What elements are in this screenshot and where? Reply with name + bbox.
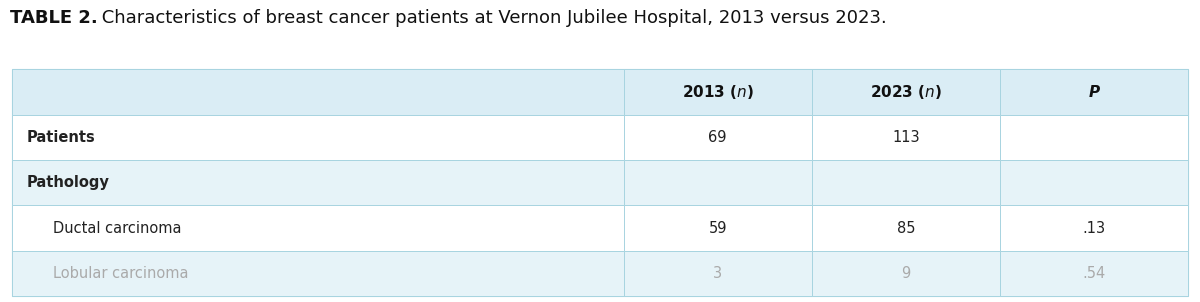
FancyBboxPatch shape [12, 69, 1188, 296]
Text: .13: .13 [1082, 220, 1105, 236]
FancyBboxPatch shape [811, 205, 1000, 251]
FancyBboxPatch shape [1000, 205, 1188, 251]
Text: 85: 85 [896, 220, 916, 236]
Text: .54: .54 [1082, 266, 1105, 281]
Text: Patients: Patients [26, 130, 95, 145]
FancyBboxPatch shape [12, 69, 624, 115]
FancyBboxPatch shape [624, 115, 811, 160]
Text: P: P [1088, 85, 1099, 100]
Text: 2023 ($\it{n}$): 2023 ($\it{n}$) [870, 83, 942, 101]
FancyBboxPatch shape [1000, 69, 1188, 115]
FancyBboxPatch shape [624, 205, 811, 251]
Text: 59: 59 [708, 220, 727, 236]
FancyBboxPatch shape [12, 205, 624, 251]
FancyBboxPatch shape [811, 251, 1000, 296]
FancyBboxPatch shape [12, 115, 624, 160]
FancyBboxPatch shape [12, 251, 624, 296]
Text: Ductal carcinoma: Ductal carcinoma [53, 220, 181, 236]
FancyBboxPatch shape [624, 160, 811, 205]
FancyBboxPatch shape [12, 160, 624, 205]
FancyBboxPatch shape [811, 160, 1000, 205]
Text: 113: 113 [892, 130, 919, 145]
Text: 3: 3 [713, 266, 722, 281]
FancyBboxPatch shape [624, 251, 811, 296]
Text: 69: 69 [708, 130, 727, 145]
Text: Pathology: Pathology [26, 175, 109, 190]
FancyBboxPatch shape [1000, 251, 1188, 296]
FancyBboxPatch shape [1000, 115, 1188, 160]
FancyBboxPatch shape [1000, 160, 1188, 205]
Text: Characteristics of breast cancer patients at Vernon Jubilee Hospital, 2013 versu: Characteristics of breast cancer patient… [96, 9, 887, 27]
Text: 9: 9 [901, 266, 911, 281]
Text: 2013 ($\it{n}$): 2013 ($\it{n}$) [682, 83, 754, 101]
FancyBboxPatch shape [624, 69, 811, 115]
Text: Lobular carcinoma: Lobular carcinoma [53, 266, 188, 281]
FancyBboxPatch shape [811, 115, 1000, 160]
FancyBboxPatch shape [811, 69, 1000, 115]
Text: TABLE 2.: TABLE 2. [10, 9, 97, 27]
